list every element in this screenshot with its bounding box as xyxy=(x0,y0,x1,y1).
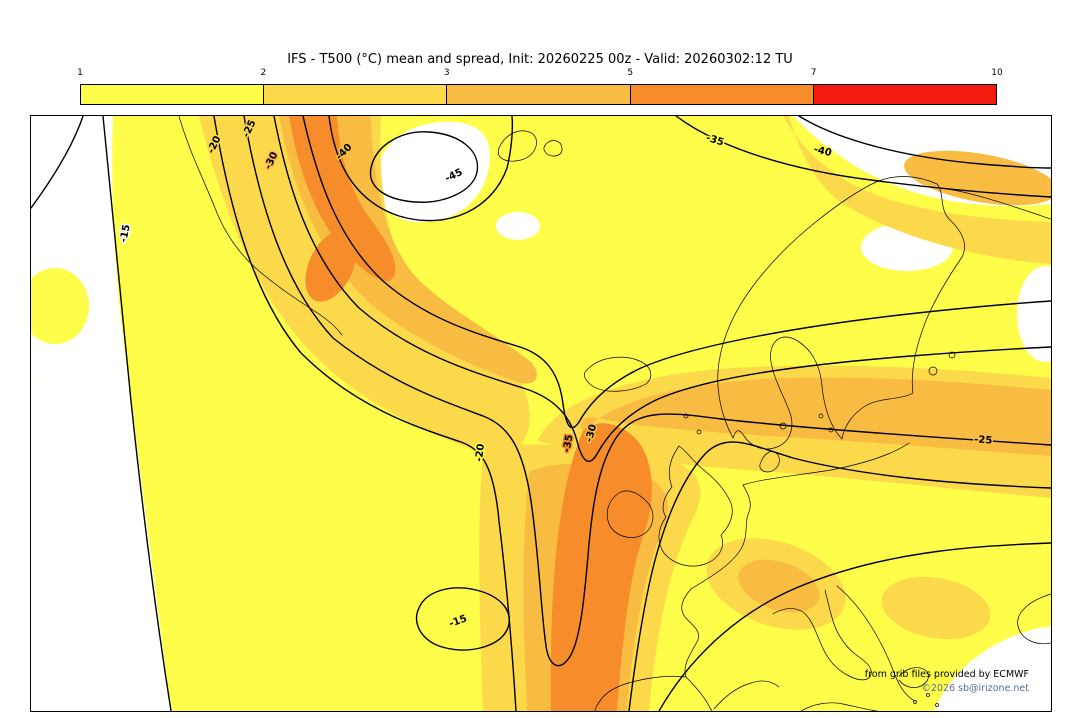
contour-label: -35 xyxy=(562,434,576,454)
coastline-britain xyxy=(658,445,733,567)
coastline-iceland xyxy=(584,356,652,392)
lake-onega xyxy=(948,351,956,359)
page-title: IFS - T500 (°C) mean and spread, Init: 2… xyxy=(287,52,793,67)
temperature-contours xyxy=(31,116,1051,711)
contour-line-minus15-west xyxy=(102,116,172,711)
coastline-svalbard xyxy=(497,130,537,162)
coastlines xyxy=(178,116,1051,711)
credits-provider: from grib files provided by ECMWF xyxy=(864,668,1029,680)
coastline-denmark xyxy=(759,451,780,473)
island-faroe xyxy=(683,413,689,419)
coastline-spain-east xyxy=(685,676,713,711)
contour-line-northwest-corner xyxy=(31,116,84,209)
colorbar-tick-1: 1 xyxy=(77,68,83,78)
spread-region-white-southeast xyxy=(934,627,1051,711)
contour-line-minus20-west xyxy=(213,116,517,711)
contour-label: -25 xyxy=(974,434,993,446)
coastline-north-africa xyxy=(800,702,878,711)
contour-line-minus20-east xyxy=(628,441,1051,711)
map-credits: from grib files provided by ECMWF ©2026 … xyxy=(865,668,1029,697)
map-frame: -15 -20 -25 -30 -40 -45 -35 -40 -20 -30 -35 -25 -15 … xyxy=(30,115,1052,712)
weather-map-svg: -15-20-25-30 -40-45-35-40-20-30-35 -25-15 xyxy=(31,116,1051,711)
spread-region-white-east-sliver xyxy=(1017,266,1051,362)
colorbar-ticks: 1 2 3 5 7 10 xyxy=(77,68,1003,80)
contour-line-minus40-loop xyxy=(328,116,514,222)
coastline-barents xyxy=(940,187,1051,220)
contour-line-minus40-northeast xyxy=(798,116,1051,169)
colorbar-tick-7: 7 xyxy=(810,68,817,78)
colorbar-segment-7-10 xyxy=(812,85,997,104)
contour-line-minus35-northeast xyxy=(675,116,1051,198)
spread-region-amber-balkans xyxy=(738,559,820,613)
coastline-italy xyxy=(772,589,872,681)
colorbar xyxy=(80,84,997,105)
colorbar-segment-5-7 xyxy=(629,85,813,104)
colorbar-tick-10: 10 xyxy=(991,68,1003,78)
colorbar-tick-5: 5 xyxy=(627,68,634,78)
contour-label: -20 xyxy=(474,443,487,462)
coastline-ireland xyxy=(606,490,654,538)
contour-line-minus15-southeast xyxy=(658,542,1051,711)
colorbar-tick-3: 3 xyxy=(443,68,450,78)
island-gotland xyxy=(818,413,824,419)
colorbar-segment-1-2 xyxy=(81,85,264,104)
contour-line-minus25 xyxy=(243,116,1051,667)
colorbar-tick-2: 2 xyxy=(260,68,267,78)
contour-line-minus30 xyxy=(273,116,1051,462)
island-crete xyxy=(935,703,939,707)
spread-region-orange-northwest-core xyxy=(289,116,396,282)
coastline-northsea-baltic xyxy=(690,442,910,590)
coastline-black-sea xyxy=(1017,593,1051,645)
coastline-greenland xyxy=(178,116,343,336)
colorbar-segment-2-3 xyxy=(263,85,447,104)
contour-line-minus15-closed-loop xyxy=(415,587,510,651)
spread-region-white-small xyxy=(496,212,540,240)
coastline-greece xyxy=(898,667,929,688)
spread-region-gold-northeast-band xyxy=(783,116,1051,264)
coastline-gulf-of-lion xyxy=(713,680,780,710)
coastline-adriatic-balkans xyxy=(836,585,916,702)
spread-region-white-west-strip xyxy=(31,368,171,711)
spread-region-orange-band-core xyxy=(305,230,357,302)
island-aegean xyxy=(926,693,930,697)
spread-region-gold-southeast-patch xyxy=(881,576,991,640)
contour-line-minus45-loop xyxy=(369,131,479,203)
coastline-svalbard-east xyxy=(543,140,563,157)
contour-line-minus35-main xyxy=(302,116,1051,429)
spread-region-amber-east-band xyxy=(580,377,1051,456)
colorbar-segment-3-5 xyxy=(446,85,630,104)
coastline-scandinavia xyxy=(717,176,965,450)
lake-ladoga xyxy=(928,366,938,376)
island-shetland xyxy=(696,429,702,435)
island-aegean xyxy=(913,700,917,704)
spread-region-yellow-west-patch xyxy=(31,268,89,344)
credits-copyright: ©2026 sb@irizone.net xyxy=(921,683,1029,695)
spread-region-white-coldpool xyxy=(375,121,490,223)
spread-fill-regions xyxy=(31,116,1051,711)
spread-region-amber-northeast xyxy=(904,150,1051,206)
contour-label: -15 xyxy=(118,223,133,243)
